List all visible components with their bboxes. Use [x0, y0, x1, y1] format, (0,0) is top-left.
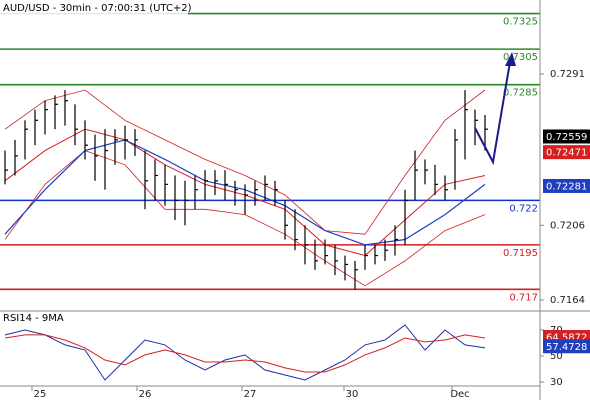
chart-title: AUD/USD - 30min - 07:00:31 (UTC+2): [3, 3, 192, 14]
level-label: 0.7285: [503, 88, 538, 99]
x-tick-label: 25: [34, 389, 47, 400]
y-tick-label: 50: [550, 351, 563, 362]
rsi-line: [4, 334, 486, 373]
forecast-arrowhead: [505, 52, 516, 66]
price-tag-label: 64.5872: [546, 332, 587, 343]
title-bg: [0, 0, 188, 15]
x-tick-label: 27: [244, 389, 257, 400]
y-tick-label: 0.7206: [550, 220, 585, 231]
price-tag-label: 0.72281: [546, 181, 587, 192]
level-label: 0.7305: [503, 52, 538, 63]
x-tick-label: Dec: [450, 389, 469, 400]
level-label: 0.717: [509, 292, 538, 303]
price-tag: [543, 339, 590, 354]
price-tag: [543, 129, 590, 144]
level-label: 0.722: [509, 203, 538, 214]
price-tag: [543, 145, 590, 160]
forecast-arrow: [474, 61, 511, 166]
level-label: 0.7195: [503, 248, 538, 259]
price-tag: [543, 178, 590, 193]
level-label: 0.7325: [503, 17, 538, 28]
indicator-line: [4, 89, 486, 235]
y-tick-label: 30: [550, 377, 563, 388]
price-tag-label: 57.4728: [546, 342, 587, 353]
y-tick-label: 0.7291: [550, 69, 585, 80]
x-tick-label: 30: [346, 389, 359, 400]
rsi-line: [4, 324, 486, 381]
y-tick-label: 0.7164: [550, 295, 585, 306]
price-tag-label: 0.72471: [546, 148, 587, 159]
price-tag-label: 0.72559: [546, 132, 587, 143]
rsi-title: RSI14 - 9MA: [3, 313, 64, 324]
x-tick-label: 26: [139, 389, 152, 400]
plot-layer: 0.7325 0.7305 0.7285 0.722 0.7195 0.717 25 26 27…: [0, 12, 544, 400]
